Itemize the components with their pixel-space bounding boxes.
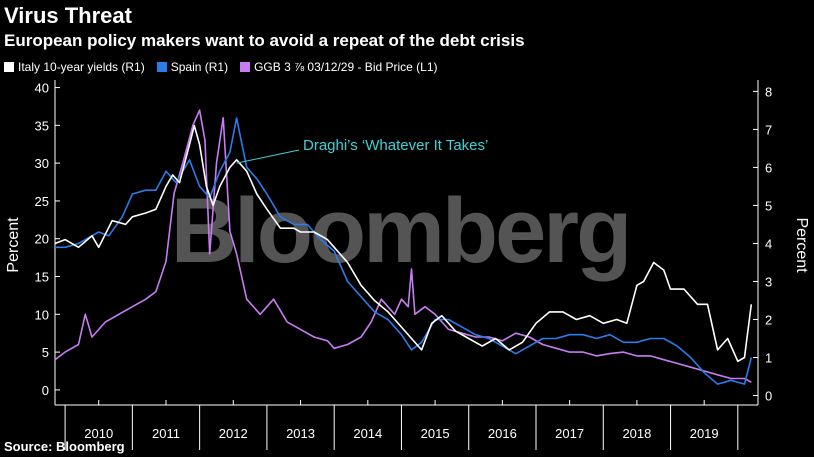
legend: Italy 10-year yields (R1) Spain (R1) GGB…: [4, 60, 438, 74]
y-tick-label-right: 0: [765, 388, 772, 403]
series-line-ggb: [54, 109, 752, 383]
legend-label-ggb: GGB 3 ⅞ 03/12/29 - Bid Price (L1): [254, 60, 438, 74]
y-tick-label-left: 5: [42, 345, 49, 360]
series-layer: [54, 109, 753, 385]
chart-title: Virus Threat: [4, 3, 132, 28]
chart-subtitle: European policy makers want to avoid a r…: [4, 31, 525, 50]
x-tick-label: 2012: [219, 426, 248, 441]
y-axis-label-left: Percent: [5, 217, 22, 273]
y-tick-label-left: 0: [42, 383, 49, 398]
series-line-italy: [54, 124, 753, 363]
annotation-leader-line: [236, 149, 300, 164]
legend-swatch-italy: [4, 62, 14, 72]
y-tick-label-right: 3: [765, 274, 772, 289]
y-tick-label-left: 20: [35, 232, 49, 247]
y-tick-label-left: 15: [35, 270, 49, 285]
axes: 0 5 10 15 20 25 30 35 40 0 1 2 3 4 5 6 7 8 2010 2011 2012 201…: [35, 80, 772, 450]
annotation-draghi: Draghi’s ‘Whatever It Takes’: [303, 137, 488, 154]
y-tick-label-right: 1: [765, 350, 772, 365]
source-note: Source: Bloomberg: [4, 439, 125, 454]
legend-label-spain: Spain (R1): [170, 60, 229, 74]
y-tick-label-left: 10: [35, 307, 49, 322]
legend-item-ggb: GGB 3 ⅞ 03/12/29 - Bid Price (L1): [240, 60, 438, 74]
y-tick-label-right: 5: [765, 198, 772, 213]
x-tick-label: 2018: [622, 426, 651, 441]
x-tick-label: 2019: [690, 426, 719, 441]
y-tick-label-left: 35: [35, 118, 49, 133]
y-tick-label-left: 25: [35, 194, 49, 209]
x-tick-label: 2010: [84, 426, 113, 441]
x-tick-label: 2016: [488, 426, 517, 441]
y-tick-label-right: 2: [765, 312, 772, 327]
y-tick-label-right: 8: [765, 84, 772, 99]
x-tick-label: 2014: [353, 426, 382, 441]
y-axis-label-right: Percent: [793, 217, 810, 273]
legend-item-italy: Italy 10-year yields (R1): [4, 60, 145, 74]
legend-label-italy: Italy 10-year yields (R1): [18, 60, 145, 74]
legend-swatch-ggb: [240, 62, 251, 72]
legend-item-spain: Spain (R1): [156, 60, 229, 74]
y-tick-label-left: 40: [35, 81, 49, 96]
series-line-spain: [55, 117, 753, 385]
y-tick-label-right: 7: [765, 122, 772, 137]
x-tick-label: 2017: [555, 426, 584, 441]
x-tick-label: 2013: [286, 426, 315, 441]
legend-swatch-spain: [156, 62, 167, 72]
x-tick-label: 2015: [421, 426, 450, 441]
y-tick-label-right: 6: [765, 160, 772, 175]
y-tick-label-right: 4: [765, 236, 772, 251]
y-tick-label-left: 30: [35, 156, 49, 171]
x-tick-label: 2011: [152, 426, 180, 441]
watermark-logo: Bloomberg: [171, 180, 630, 282]
